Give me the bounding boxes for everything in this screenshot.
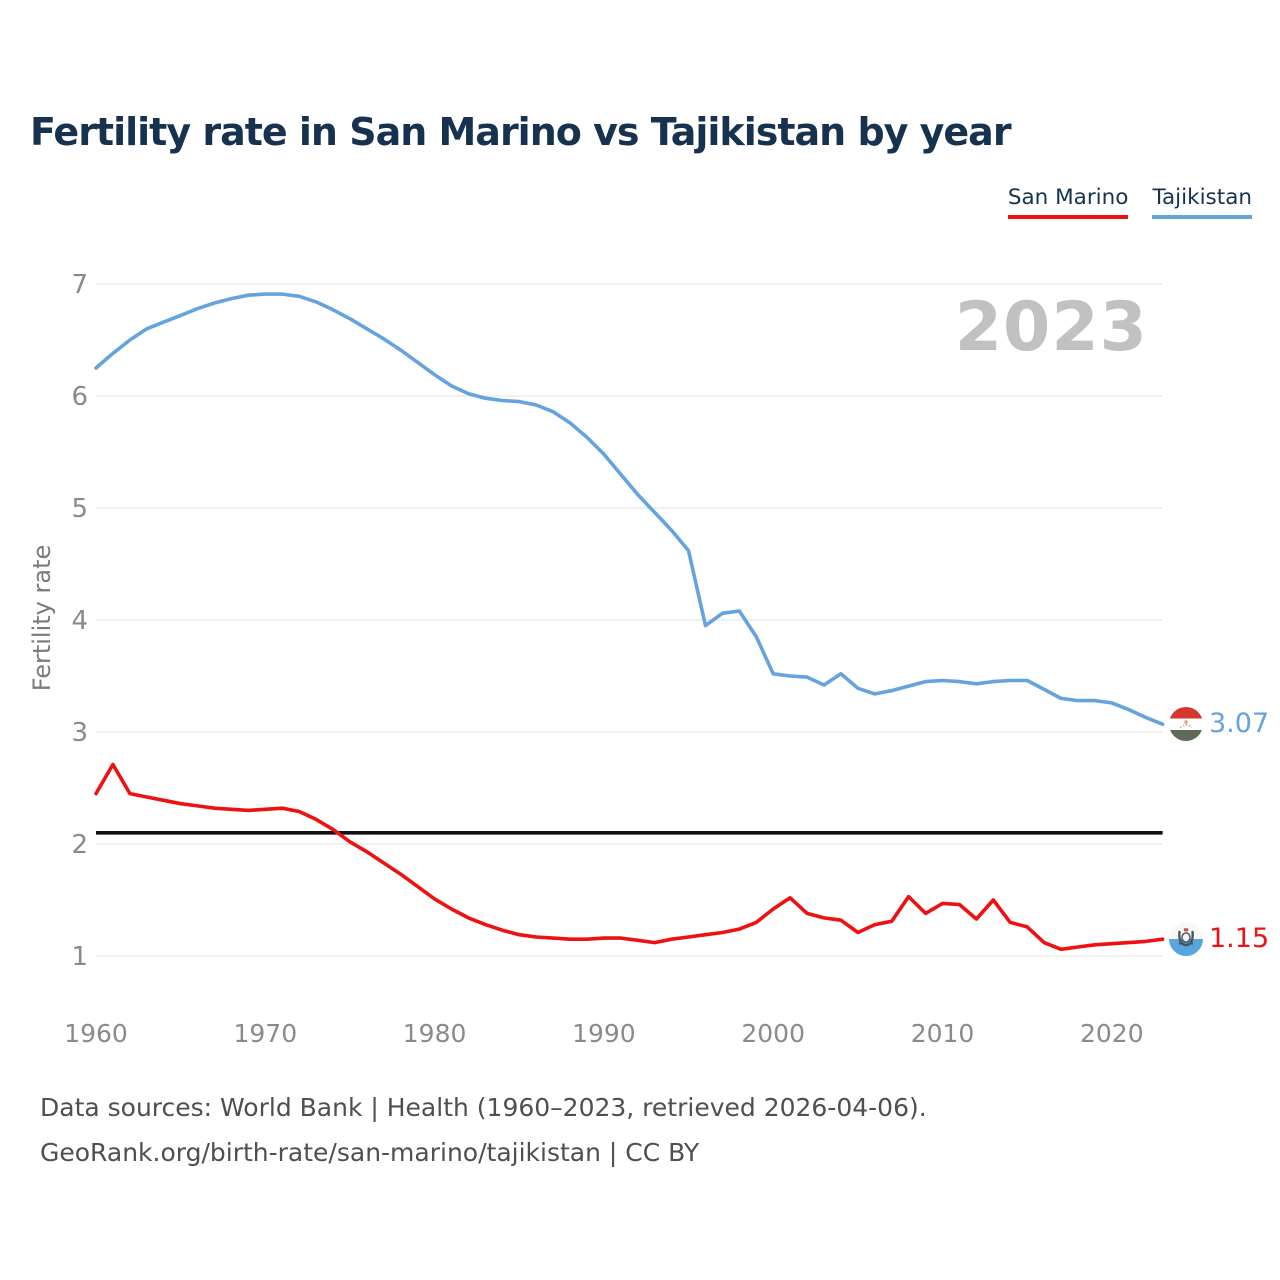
tajikistan-flag-icon [1169, 707, 1203, 741]
y-tick-label: 5 [71, 494, 88, 524]
x-tick-label: 1960 [64, 1019, 128, 1048]
legend-item-tajikistan[interactable]: Tajikistan [1152, 185, 1252, 219]
footer: Data sources: World Bank | Health (1960–… [40, 1085, 927, 1175]
tajikistan-line [94, 292, 1165, 727]
y-tick-label: 3 [71, 718, 88, 748]
x-tick-label: 2000 [741, 1019, 805, 1048]
legend-item-san-marino[interactable]: San Marino [1007, 185, 1129, 219]
y-tick-label: 6 [71, 382, 88, 412]
x-tick-label: 2010 [911, 1019, 975, 1048]
san-marino-line [94, 762, 1165, 952]
tajikistan-end-value: 3.07 [1209, 708, 1270, 739]
x-tick-label: 1980 [403, 1019, 467, 1048]
y-tick-label: 4 [71, 606, 88, 636]
x-tick-label: 1990 [572, 1019, 636, 1048]
attribution-line: GeoRank.org/birth-rate/san-marino/tajiki… [40, 1138, 700, 1167]
x-tick-label: 1970 [233, 1019, 297, 1048]
year-watermark: 2023 [955, 288, 1148, 367]
y-tick-label: 1 [71, 942, 88, 972]
page-title: Fertility rate in San Marino vs Tajikist… [30, 110, 1012, 154]
legend: San Marino Tajikistan [1007, 185, 1252, 219]
legend-label-san-marino: San Marino [1007, 185, 1129, 210]
y-tick-label: 7 [71, 270, 88, 300]
x-tick-label: 2020 [1080, 1019, 1144, 1048]
data-sources-line: Data sources: World Bank | Health (1960–… [40, 1093, 927, 1122]
san-marino-end-value: 1.15 [1209, 923, 1270, 954]
y-tick-label: 2 [71, 830, 88, 860]
san-marino-flag-icon [1169, 922, 1203, 956]
legend-label-tajikistan: Tajikistan [1152, 185, 1252, 210]
